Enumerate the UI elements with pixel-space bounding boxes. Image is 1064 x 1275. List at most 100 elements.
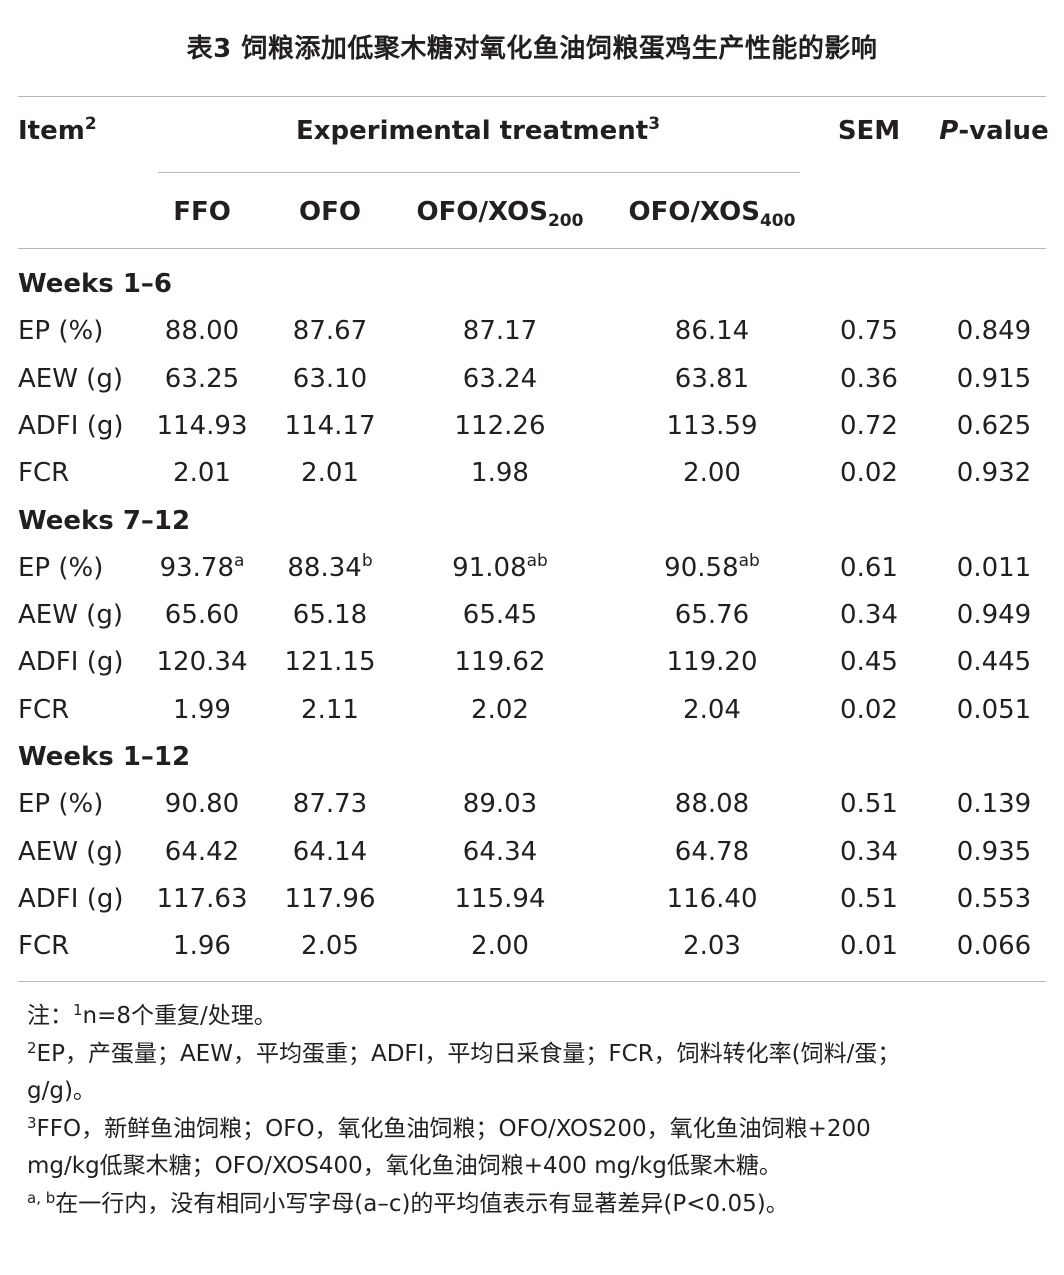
p-value-cell: 0.011 — [956, 552, 1032, 583]
table-cell: 64.78 — [674, 836, 750, 867]
table-cell: 1.96 — [173, 931, 231, 962]
sem-cell: 0.45 — [840, 647, 898, 678]
row-item-label: FCR — [18, 458, 70, 489]
sem-cell: 0.72 — [840, 410, 898, 441]
table-cell: 121.15 — [284, 647, 376, 678]
header-group-ofo: OFO — [299, 197, 361, 227]
sem-cell: 0.75 — [840, 316, 898, 347]
table-cell: 65.18 — [292, 600, 368, 631]
header-group-ofo-xos200: OFO/XOS200 — [416, 197, 584, 231]
table-cell: 112.26 — [454, 410, 546, 441]
table-cell: 2.11 — [301, 694, 359, 725]
section-label: Weeks 1–12 — [18, 742, 191, 772]
sem-cell: 0.61 — [840, 552, 898, 583]
row-item-label: ADFI (g) — [18, 883, 124, 914]
table-cell: 1.99 — [173, 694, 231, 725]
top-rule — [18, 96, 1046, 97]
table-cell: 115.94 — [454, 883, 546, 914]
row-item-label: ADFI (g) — [18, 410, 124, 441]
table-cell: 93.78a — [159, 550, 245, 583]
row-item-label: ADFI (g) — [18, 647, 124, 678]
table-cell: 64.42 — [164, 836, 240, 867]
bottom-rule — [18, 981, 1046, 982]
table-cell: 63.24 — [462, 363, 538, 394]
table-cell: 2.00 — [683, 458, 741, 489]
table-cell: 63.25 — [164, 363, 240, 394]
header-sem: SEM — [837, 116, 901, 146]
table-cell: 120.34 — [156, 647, 248, 678]
header-group-ffo: FFO — [173, 197, 231, 227]
header-group-ofo-xos400: OFO/XOS400 — [628, 197, 796, 231]
note-2: 2EP，产蛋量；AEW，平均蛋重；ADFI，平均日采食量；FCR，饲料转化率(饲… — [27, 1038, 901, 1067]
table-cell: 119.20 — [666, 647, 758, 678]
header-p-value: P-value — [939, 116, 1049, 146]
table-cell: 87.73 — [292, 789, 368, 820]
table-cell: 91.08ab — [452, 550, 548, 583]
table-cell: 88.08 — [674, 789, 750, 820]
table-notes: 注：1n=8个重复/处理。 2EP，产蛋量；AEW，平均蛋重；ADFI，平均日采… — [27, 998, 1027, 1223]
table-cell: 2.04 — [683, 694, 741, 725]
row-item-label: FCR — [18, 931, 70, 962]
note-3-cont: mg/kg低聚木糖；OFO/XOS400，氧化鱼油饲粮+400 mg/kg低聚木… — [27, 1153, 782, 1179]
sem-cell: 0.34 — [840, 836, 898, 867]
table-cell: 114.93 — [156, 410, 248, 441]
table-cell: 117.63 — [156, 883, 248, 914]
table-cell: 117.96 — [284, 883, 376, 914]
p-value-cell: 0.949 — [956, 600, 1032, 631]
sem-cell: 0.02 — [840, 458, 898, 489]
table-cell: 90.80 — [164, 789, 240, 820]
table-cell: 65.76 — [674, 600, 750, 631]
table-cell: 64.34 — [462, 836, 538, 867]
treatment-rule — [158, 172, 800, 173]
sem-cell: 0.36 — [840, 363, 898, 394]
note-4: a, b在一行内，没有相同小写字母(a–c)的平均值表示有显著差异(P<0.05… — [27, 1188, 789, 1217]
p-value-cell: 0.553 — [956, 883, 1032, 914]
row-item-label: EP (%) — [18, 316, 104, 347]
sem-cell: 0.34 — [840, 600, 898, 631]
note-3: 3FFO，新鲜鱼油饲粮；OFO，氧化鱼油饲粮；OFO/XOS200，氧化鱼油饲粮… — [27, 1113, 871, 1142]
p-value-cell: 0.139 — [956, 789, 1032, 820]
row-item-label: EP (%) — [18, 789, 104, 820]
row-item-label: EP (%) — [18, 552, 104, 583]
table-cell: 2.02 — [471, 694, 529, 725]
row-item-label: AEW (g) — [18, 836, 123, 867]
note-2-cont: g/g)。 — [27, 1078, 96, 1104]
p-value-cell: 0.932 — [956, 458, 1032, 489]
note-1: 注：1n=8个重复/处理。 — [27, 1001, 277, 1030]
table-cell: 88.00 — [164, 316, 240, 347]
p-value-cell: 0.445 — [956, 647, 1032, 678]
header-experimental-treatment: Experimental treatment3 — [295, 114, 661, 147]
table-cell: 87.17 — [462, 316, 538, 347]
sem-cell: 0.51 — [840, 883, 898, 914]
p-value-cell: 0.935 — [956, 836, 1032, 867]
table-cell: 63.10 — [292, 363, 368, 394]
table-cell: 116.40 — [666, 883, 758, 914]
p-value-cell: 0.915 — [956, 363, 1032, 394]
table-cell: 2.03 — [683, 931, 741, 962]
sem-cell: 0.01 — [840, 931, 898, 962]
table-cell: 64.14 — [292, 836, 368, 867]
p-value-cell: 0.066 — [956, 931, 1032, 962]
sem-cell: 0.02 — [840, 694, 898, 725]
table-cell: 2.00 — [471, 931, 529, 962]
p-value-cell: 0.625 — [956, 410, 1032, 441]
table-cell: 65.45 — [462, 600, 538, 631]
table-cell: 65.60 — [164, 600, 240, 631]
row-item-label: AEW (g) — [18, 363, 123, 394]
table-cell: 113.59 — [666, 410, 758, 441]
table-cell: 2.01 — [173, 458, 231, 489]
table-cell: 63.81 — [674, 363, 750, 394]
table-cell: 114.17 — [284, 410, 376, 441]
section-label: Weeks 1–6 — [18, 269, 173, 299]
row-item-label: FCR — [18, 694, 70, 725]
table-cell: 86.14 — [674, 316, 750, 347]
section-label: Weeks 7–12 — [18, 505, 191, 536]
header-rule — [18, 248, 1046, 249]
table-cell: 1.98 — [471, 458, 529, 489]
table-cell: 2.01 — [301, 458, 359, 489]
sem-cell: 0.51 — [840, 789, 898, 820]
table-title: 表3 饲粮添加低聚木糖对氧化鱼油饲粮蛋鸡生产性能的影响 — [186, 34, 878, 64]
table-cell: 89.03 — [462, 789, 538, 820]
table-cell: 2.05 — [301, 931, 359, 962]
p-value-cell: 0.051 — [956, 694, 1032, 725]
